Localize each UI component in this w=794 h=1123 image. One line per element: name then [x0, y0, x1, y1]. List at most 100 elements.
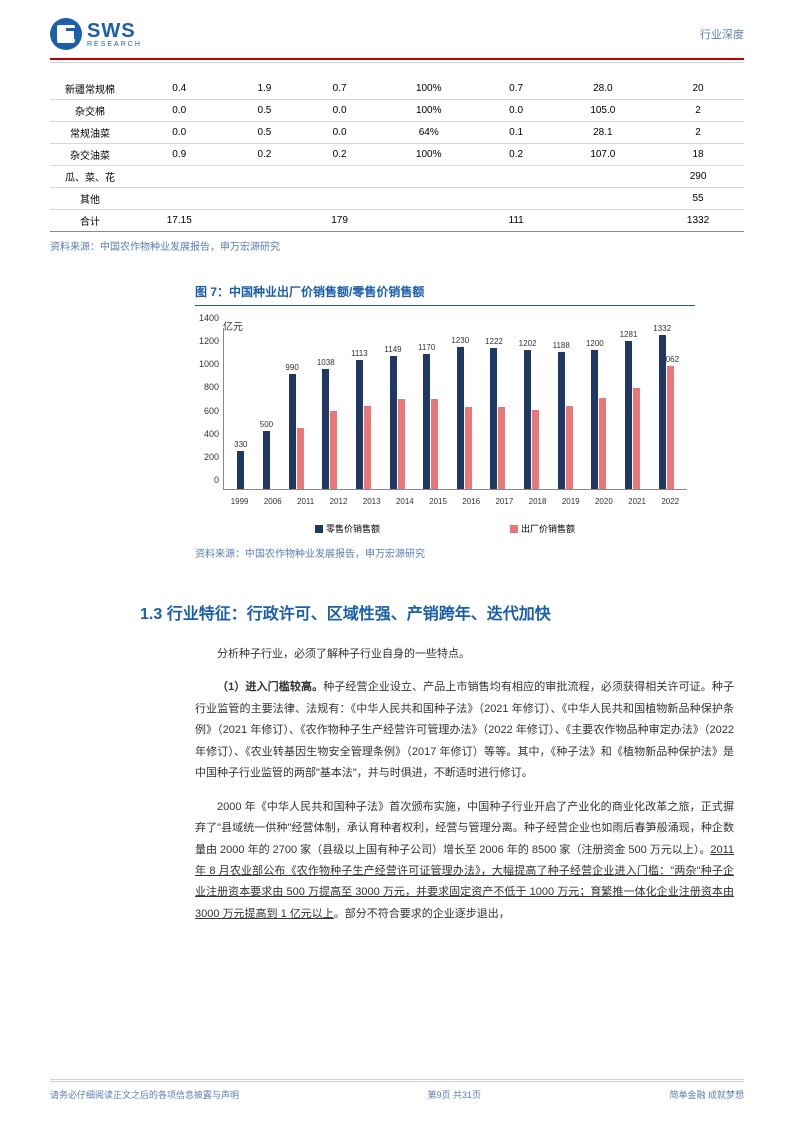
legend-swatch-2	[510, 525, 518, 533]
bar-label: 1170	[418, 343, 435, 352]
chart-xtick: 2016	[462, 497, 480, 506]
bar-series1: 500	[263, 431, 270, 489]
chart-xtick: 2022	[661, 497, 679, 506]
bar-label: 330	[234, 440, 247, 449]
bar-series2	[566, 406, 573, 489]
table-cell: 0.7	[300, 78, 378, 100]
table-cell: 其他	[50, 188, 130, 210]
chart-ytick: 0	[214, 475, 219, 485]
table-row: 瓜、菜、花 290	[50, 166, 744, 188]
p2-body: 种子经营企业设立、产品上市销售均有相应的审批流程，必须获得相关许可证。种子行业监…	[195, 681, 734, 779]
chart-xtick: 2015	[429, 497, 447, 506]
paragraph-2: （1）进入门槛较高。种子经营企业设立、产品上市销售均有相应的审批流程，必须获得相…	[195, 677, 734, 784]
footer-left: 请务必仔细阅读正文之后的各项信息披露与声明	[50, 1088, 239, 1101]
bar-series2	[364, 406, 371, 489]
chart-title: 图 7：中国种业出厂价销售额/零售价销售额	[195, 283, 695, 306]
table-cell	[130, 166, 229, 188]
table-cell	[379, 188, 479, 210]
chart-xtick: 2018	[529, 497, 547, 506]
bar-group: 330	[237, 451, 244, 489]
bar-series1: 1200	[591, 350, 598, 489]
bar-series2	[431, 399, 438, 489]
table-cell: 0.9	[130, 144, 229, 166]
table-cell: 64%	[379, 122, 479, 144]
table-cell: 105.0	[554, 100, 653, 122]
footer-center: 第9页 共31页	[427, 1088, 481, 1101]
table-row: 杂交油菜0.90.20.2100%0.2107.018	[50, 144, 744, 166]
chart-xtick: 2013	[363, 497, 381, 506]
table-cell: 290	[652, 166, 744, 188]
table-cell	[554, 210, 653, 232]
chart-ytick: 200	[204, 452, 219, 462]
bar-label: 1149	[384, 345, 401, 354]
table-cell: 179	[300, 210, 378, 232]
table-cell: 0.0	[130, 100, 229, 122]
table-cell: 新疆常规棉	[50, 78, 130, 100]
bar-label: 1202	[519, 339, 537, 348]
table-cell	[379, 210, 479, 232]
header-thin-divider	[50, 62, 744, 63]
table-cell: 1.9	[229, 78, 301, 100]
bar-series2	[398, 399, 405, 489]
bar-label: 1188	[553, 341, 570, 350]
bar-group: 990	[289, 374, 304, 489]
bar-label: 1038	[317, 358, 335, 367]
bar-series2	[465, 407, 472, 489]
table-cell: 0.2	[229, 144, 301, 166]
chart-xtick: 2012	[330, 497, 348, 506]
bar-label: 500	[260, 420, 273, 429]
table-cell: 1332	[652, 210, 744, 232]
bar-series2	[633, 388, 640, 489]
table-cell: 20	[652, 78, 744, 100]
table-cell: 28.1	[554, 122, 653, 144]
table-cell: 0.2	[479, 144, 554, 166]
header-red-divider	[50, 58, 744, 60]
chart-plot: 330 500 990 1038 1113 1149 1170 1230 1222 1202 118…	[223, 328, 687, 490]
chart-legend: 零售价销售额 出厂价销售额	[195, 522, 695, 535]
table-cell: 28.0	[554, 78, 653, 100]
bar-series2	[498, 407, 505, 489]
bar-series1: 1149	[390, 356, 397, 489]
bar-group: 1188	[558, 352, 573, 489]
bar-group: 1230	[457, 347, 472, 489]
chart-ytick: 1200	[199, 336, 219, 346]
bar-label: 990	[285, 363, 298, 372]
bar-group: 1038	[322, 369, 337, 489]
legend-swatch-1	[315, 525, 323, 533]
bar-group: 1113	[356, 360, 371, 489]
chart-ytick: 1000	[199, 359, 219, 369]
bar-series2	[599, 398, 606, 489]
bar-group: 1202	[524, 350, 539, 489]
bar-series2	[532, 410, 539, 489]
table-cell: 0.7	[479, 78, 554, 100]
chart-ytick: 1400	[199, 313, 219, 323]
table-cell: 0.5	[229, 100, 301, 122]
bar-group: 13321062	[659, 335, 674, 489]
bar-group: 1281	[625, 341, 640, 489]
chart-xtick: 2017	[495, 497, 513, 506]
table-cell: 100%	[379, 78, 479, 100]
table-cell: 100%	[379, 100, 479, 122]
table-cell	[479, 188, 554, 210]
bar-series1: 1113	[356, 360, 363, 489]
table-cell	[379, 166, 479, 188]
bar-series2	[297, 428, 304, 489]
chart-bars: 330 500 990 1038 1113 1149 1170 1230 1222 1202 118…	[224, 328, 687, 489]
paragraph-1: 分析种子行业，必须了解种子行业自身的一些特点。	[195, 644, 734, 665]
table-cell: 杂交棉	[50, 100, 130, 122]
table-cell: 0.4	[130, 78, 229, 100]
table-cell: 瓜、菜、花	[50, 166, 130, 188]
bar-label: 1230	[451, 336, 469, 345]
chart-xtick: 2021	[628, 497, 646, 506]
table-row: 常规油菜0.00.50.064%0.128.12	[50, 122, 744, 144]
table-cell	[130, 188, 229, 210]
chart-xtick: 2019	[562, 497, 580, 506]
bar-group: 1200	[591, 350, 606, 489]
bar-series1: 990	[289, 374, 296, 489]
bar-label: 1332	[653, 324, 671, 333]
table-cell	[229, 210, 301, 232]
bar-series1: 1222	[490, 348, 497, 489]
table-cell: 常规油菜	[50, 122, 130, 144]
bar-series1: 1230	[457, 347, 464, 489]
table-cell	[300, 188, 378, 210]
